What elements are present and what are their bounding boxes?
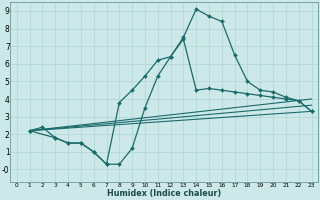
X-axis label: Humidex (Indice chaleur): Humidex (Indice chaleur) — [107, 189, 221, 198]
